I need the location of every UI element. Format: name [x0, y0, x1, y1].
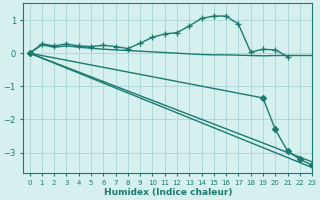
X-axis label: Humidex (Indice chaleur): Humidex (Indice chaleur) — [104, 188, 232, 197]
